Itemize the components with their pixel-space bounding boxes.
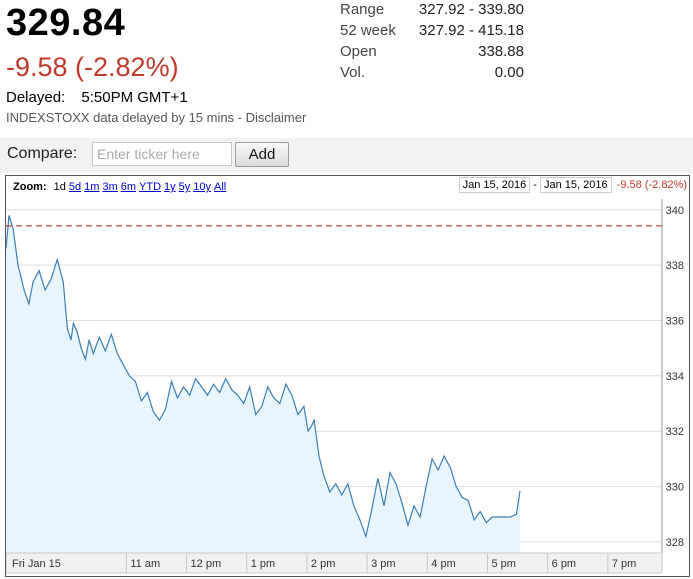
- data-delay-note: INDEXSTOXX data delayed by 15 mins - Dis…: [6, 110, 307, 125]
- last-price: 329.84: [6, 2, 126, 44]
- zoom-option-10y[interactable]: 10y: [193, 181, 212, 193]
- range-row: Range 327.92 - 339.80: [340, 1, 524, 22]
- zoom-label: Zoom:: [13, 181, 47, 193]
- zoom-option-1y[interactable]: 1y: [164, 181, 176, 193]
- week52-value: 327.92 - 415.18: [418, 22, 524, 39]
- delayed-label: Delayed:: [6, 89, 66, 106]
- date-range-start[interactable]: Jan 15, 2016: [458, 177, 531, 193]
- add-button[interactable]: Add: [235, 142, 289, 167]
- zoom-bar: Zoom: 1d 5d 1m 3m 6m YTD 1y 5y 10y All: [13, 181, 229, 193]
- y-tick-label: 332: [666, 426, 684, 438]
- zoom-option-3m[interactable]: 3m: [102, 181, 118, 193]
- y-tick-label: 330: [666, 482, 684, 494]
- quote-stats: Range 327.92 - 339.80 52 week 327.92 - 4…: [340, 1, 524, 85]
- zoom-option-1m[interactable]: 1m: [84, 181, 100, 193]
- week52-row: 52 week 327.92 - 415.18: [340, 22, 524, 43]
- x-tick-label: 1 pm: [251, 558, 275, 570]
- x-tick-label: 2 pm: [311, 558, 335, 570]
- zoom-option-all[interactable]: All: [214, 181, 227, 193]
- zoom-option-6m[interactable]: 6m: [120, 181, 137, 193]
- compare-ticker-input[interactable]: [92, 142, 232, 166]
- price-change: -9.58 (-2.82%): [6, 52, 179, 82]
- zoom-option-5d[interactable]: 5d: [68, 181, 82, 193]
- delayed-time: 5:50PM GMT+1: [81, 89, 188, 106]
- open-value: 338.88: [478, 43, 524, 60]
- price-chart: 340 338 336 334 332 330 328 Fri Jan 15 11 am 12 p…: [5, 175, 690, 577]
- x-tick-label: 3 pm: [371, 558, 395, 570]
- y-tick-label: 338: [666, 260, 684, 272]
- y-tick-label: 340: [666, 205, 684, 217]
- chart-canvas[interactable]: 340 338 336 334 332 330 328 Fri Jan 15 11 am 12 p…: [6, 176, 689, 576]
- x-tick-label: 4 pm: [431, 558, 455, 570]
- delay-info: Delayed: 5:50PM GMT+1: [6, 89, 188, 106]
- date-range-change: -9.58 (-2.82%): [616, 179, 687, 191]
- price-area: [6, 215, 520, 554]
- open-row: Open 338.88: [340, 43, 524, 64]
- y-tick-label: 334: [666, 371, 684, 383]
- x-tick-label: 7 pm: [612, 558, 636, 570]
- vol-label: Vol.: [340, 64, 366, 81]
- price-line: [6, 215, 521, 539]
- open-label: Open: [340, 43, 377, 60]
- x-tick-label: Fri Jan 15: [12, 558, 61, 570]
- range-value: 327.92 - 339.80: [418, 1, 524, 18]
- x-tick-label: 12 pm: [191, 558, 222, 570]
- vol-row: Vol. 0.00: [340, 64, 524, 85]
- date-range-end[interactable]: Jan 15, 2016: [540, 177, 612, 193]
- vol-value: 0.00: [494, 64, 524, 81]
- x-tick-label: 5 pm: [491, 558, 515, 570]
- zoom-option-ytd[interactable]: YTD: [139, 181, 162, 193]
- compare-bar: Compare: Add: [0, 138, 693, 173]
- zoom-option-5y[interactable]: 5y: [178, 181, 191, 193]
- y-tick-label: 336: [666, 315, 684, 327]
- x-tick-label: 11 am: [130, 558, 160, 570]
- x-axis-band: [6, 552, 663, 574]
- range-label: Range: [340, 1, 385, 18]
- zoom-option-1d[interactable]: 1d: [53, 181, 66, 193]
- compare-label: Compare:: [7, 145, 78, 162]
- date-range: Jan 15, 2016 - Jan 15, 2016 -9.58 (-2.82…: [458, 177, 687, 193]
- y-tick-label: 328: [666, 537, 684, 549]
- week52-label: 52 week: [340, 22, 396, 39]
- date-range-separator: -: [533, 179, 537, 191]
- x-tick-label: 6 pm: [552, 558, 576, 570]
